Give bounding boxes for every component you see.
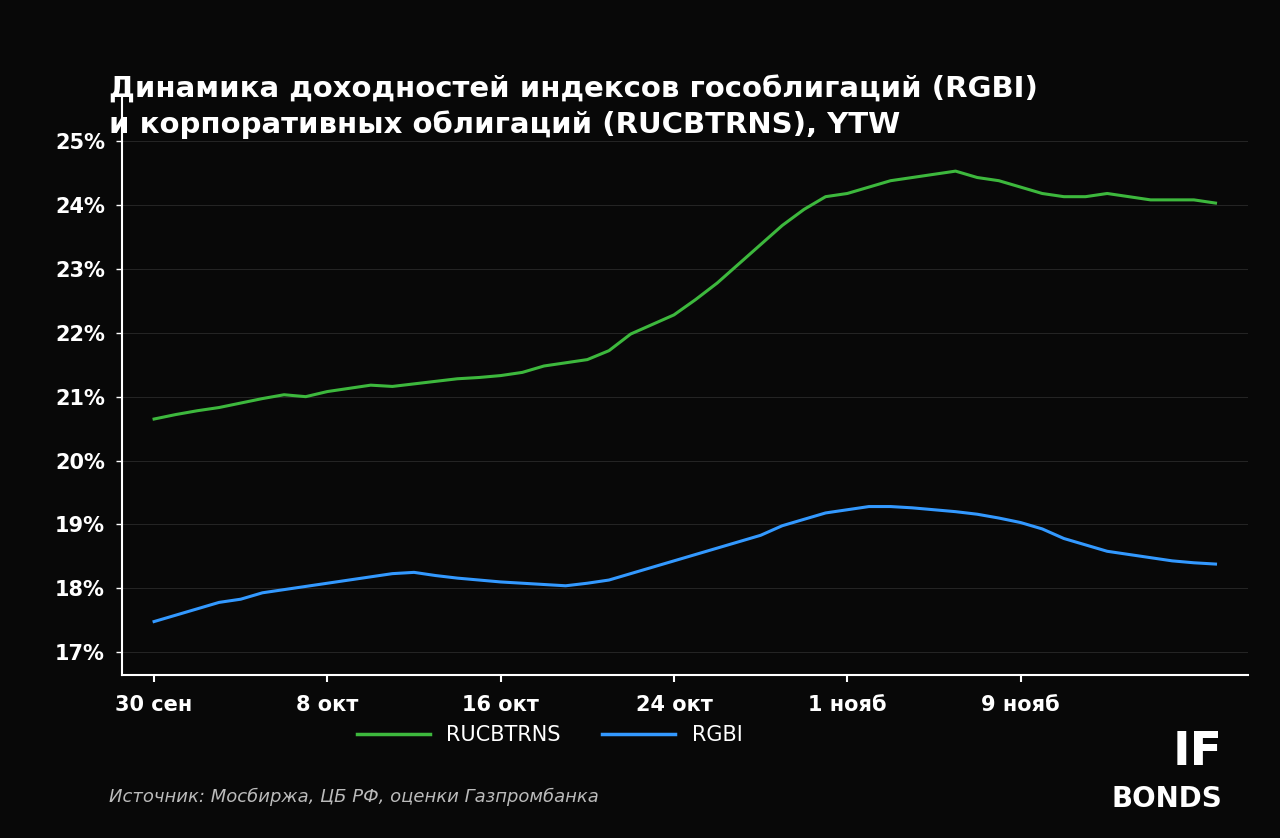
Text: BONDS: BONDS bbox=[1111, 785, 1222, 813]
Text: Источник: Мосбиржа, ЦБ РФ, оценки Газпромбанка: Источник: Мосбиржа, ЦБ РФ, оценки Газпро… bbox=[109, 788, 599, 806]
Text: IF: IF bbox=[1172, 730, 1222, 775]
Text: Динамика доходностей индексов гособлигаций (RGBI)
и корпоративных облигаций (RUC: Динамика доходностей индексов гособлигац… bbox=[109, 75, 1038, 139]
Legend: RUCBTRNS, RGBI: RUCBTRNS, RGBI bbox=[348, 717, 751, 754]
